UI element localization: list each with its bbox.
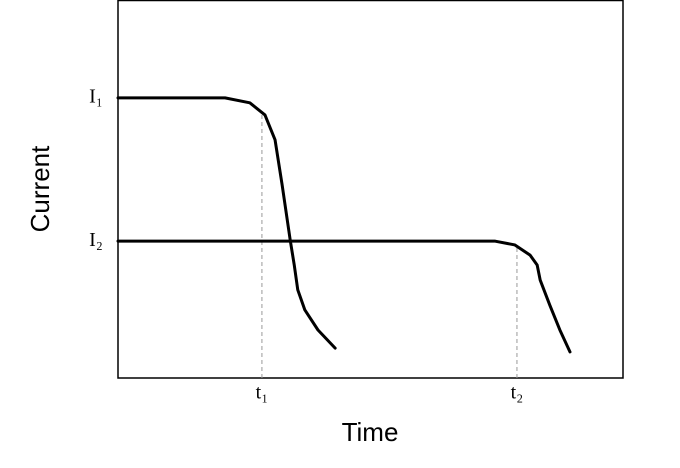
plot-frame [117,0,624,379]
line [116,96,337,350]
x-axis-label: Time [342,417,399,447]
y-tick-label: I₁ [89,85,103,107]
line [116,239,572,354]
x-tick-label: t₁ [256,382,269,404]
y-axis-label: Current [25,145,55,232]
x-tick-label: t₂ [511,382,524,404]
y-tick-label: I₂ [89,229,103,251]
